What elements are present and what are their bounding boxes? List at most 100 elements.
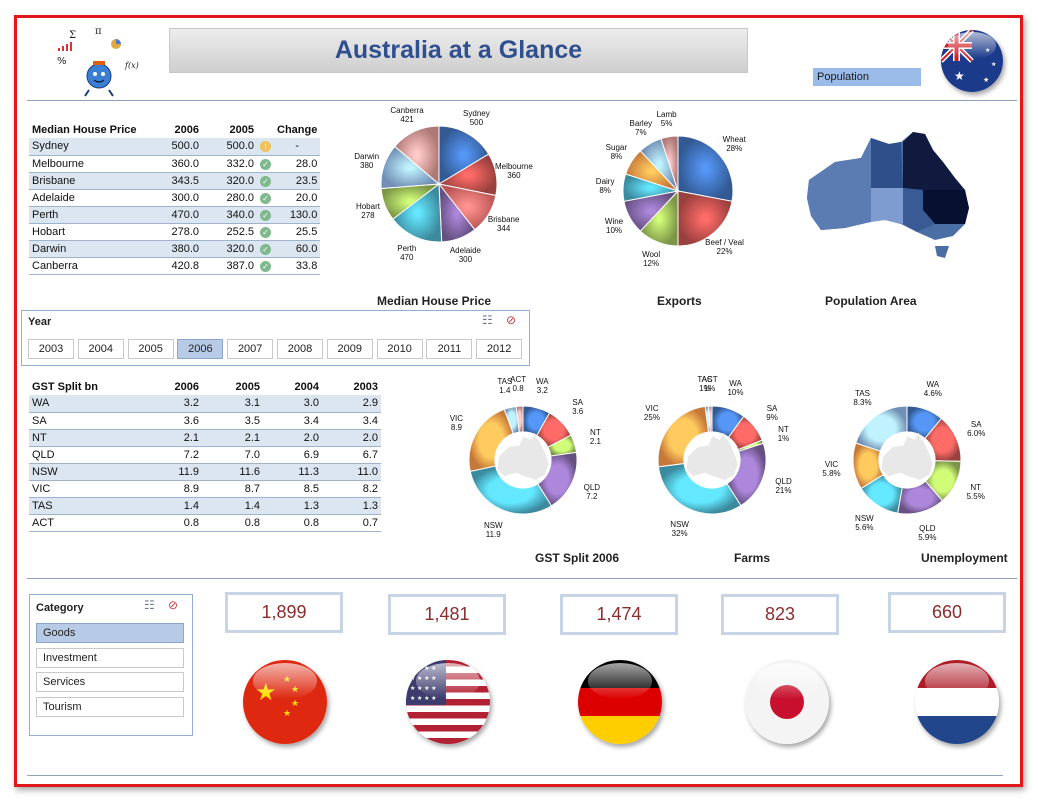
pie-label-category: NT bbox=[970, 483, 982, 493]
year-option-2012[interactable]: 2012 bbox=[476, 339, 523, 359]
year-option-2003[interactable]: 2003 bbox=[28, 339, 74, 359]
table-cell: 28.0 bbox=[274, 155, 321, 173]
pie-label-category: WA bbox=[729, 378, 742, 388]
table-row: VIC 8.9 8.7 8.5 8.2 bbox=[29, 480, 381, 498]
table-cell: 0.7 bbox=[322, 514, 381, 532]
pie-data-label: NSW 11.9 bbox=[468, 521, 518, 539]
pie-data-label: NT 5.5% bbox=[951, 483, 1001, 501]
pie-label-category: TAS bbox=[497, 377, 513, 387]
table-cell: 3.2 bbox=[147, 395, 202, 413]
pie-slice-act bbox=[708, 405, 713, 433]
pie-label-value: 8.3% bbox=[853, 398, 872, 408]
pie-label-value: 10% bbox=[727, 387, 744, 397]
table-cell: WA bbox=[29, 395, 147, 413]
table-cell: 7.2 bbox=[147, 446, 202, 464]
pie-label-category: TAS bbox=[697, 375, 713, 385]
year-option-2009[interactable]: 2009 bbox=[326, 339, 373, 359]
table-cell: 320.0 bbox=[202, 172, 257, 190]
multi-select-icon[interactable]: ☷ bbox=[482, 313, 493, 327]
pie-label-category: QLD bbox=[583, 483, 601, 493]
pie-label-value: 5.8% bbox=[822, 468, 841, 478]
table-cell: 3.1 bbox=[202, 395, 263, 413]
pie-label-category: Sydney bbox=[463, 108, 490, 118]
pie-label-category: Brisbane bbox=[487, 214, 520, 224]
table-cell: 1.3 bbox=[263, 497, 322, 515]
farms-donut-chart bbox=[657, 405, 767, 515]
house-price-table-wrap: Median House Price 2006 2005 Change Sydn… bbox=[29, 121, 321, 275]
kpi-china: 1,899 bbox=[225, 592, 343, 633]
year-option-2004[interactable]: 2004 bbox=[77, 339, 124, 359]
table-cell: Melbourne bbox=[29, 155, 147, 173]
pie-label-value: 5.6% bbox=[855, 522, 874, 532]
population-area-map bbox=[807, 132, 969, 258]
netherlands-flag-icon bbox=[915, 660, 999, 744]
clear-filter-icon[interactable]: ⊘ bbox=[168, 598, 179, 612]
pie-label-value: 1% bbox=[703, 384, 716, 394]
table-cell: Adelaide bbox=[29, 189, 147, 207]
table-cell: Sydney bbox=[29, 138, 147, 156]
svg-text:Σ: Σ bbox=[69, 30, 76, 41]
table-cell: 252.5 bbox=[202, 223, 257, 241]
year-option-2005[interactable]: 2005 bbox=[127, 339, 174, 359]
table-row: Darwin 380.0 320.0 ✓ 60.0 bbox=[29, 240, 321, 258]
table-cell: Darwin bbox=[29, 240, 147, 258]
category-option-goods[interactable]: Goods bbox=[36, 623, 184, 643]
australia-map-icon bbox=[880, 432, 934, 482]
pie-label-category: ACT bbox=[510, 375, 527, 385]
category-option-services[interactable]: Services bbox=[36, 672, 184, 692]
pie-data-label: VIC 25% bbox=[627, 404, 677, 422]
pie-label-category: Perth bbox=[397, 243, 417, 253]
pie-data-label: Perth 470 bbox=[382, 244, 432, 262]
category-option-tourism[interactable]: Tourism bbox=[36, 696, 184, 717]
table-cell: 500.0 bbox=[202, 138, 257, 156]
table-row: Melbourne 360.0 332.0 ✓ 28.0 bbox=[29, 155, 321, 173]
table-cell: 130.0 bbox=[274, 206, 321, 224]
pie-label-category: Adelaide bbox=[449, 246, 481, 256]
pie-data-label: NSW 32% bbox=[655, 520, 705, 538]
gst-col-header: 2005 bbox=[235, 380, 260, 393]
check-icon: ✓ bbox=[260, 192, 271, 204]
category-option-investment[interactable]: Investment bbox=[36, 647, 184, 668]
pie-label-category: Canberra bbox=[390, 106, 424, 116]
table-cell: 1.3 bbox=[322, 497, 381, 515]
population-selector[interactable]: Population bbox=[813, 68, 921, 86]
pie-label-value: 5% bbox=[660, 118, 673, 128]
year-option-2006[interactable]: 2006 bbox=[177, 339, 224, 359]
pie-data-label: QLD 21% bbox=[759, 477, 809, 495]
pie-data-label: NSW 5.6% bbox=[839, 514, 889, 532]
status-icon-cell: ✓ bbox=[257, 257, 274, 275]
year-option-2011[interactable]: 2011 bbox=[426, 339, 473, 359]
svg-text:f(x): f(x) bbox=[124, 61, 139, 70]
pie-data-label: Beef / Veal 22% bbox=[700, 238, 750, 256]
clear-filter-icon[interactable]: ⊘ bbox=[506, 313, 517, 327]
pie-label-category: Beef / Veal bbox=[705, 238, 744, 248]
pie-label-category: ACT bbox=[701, 375, 718, 385]
multi-select-icon[interactable]: ☷ bbox=[144, 598, 155, 612]
pie-data-label: QLD 7.2 bbox=[567, 483, 617, 501]
table-cell: 8.2 bbox=[322, 480, 381, 498]
pie-label-value: 380 bbox=[360, 160, 374, 170]
year-option-2007[interactable]: 2007 bbox=[227, 339, 274, 359]
pie-data-label: Sydney 500 bbox=[451, 109, 501, 127]
status-icon-cell: ✓ bbox=[257, 240, 274, 258]
table-cell: 340.0 bbox=[202, 206, 257, 224]
table-row: SA 3.6 3.5 3.4 3.4 bbox=[29, 412, 381, 430]
table-cell: 500.0 bbox=[147, 138, 202, 156]
year-option-2008[interactable]: 2008 bbox=[277, 339, 323, 359]
pie-slice-nsw bbox=[657, 462, 742, 515]
table-row: Brisbane 343.5 320.0 ✓ 23.5 bbox=[29, 172, 321, 190]
table-cell: 2.9 bbox=[322, 395, 381, 413]
chart-title-exports: Exports bbox=[657, 294, 702, 308]
pie-data-label: TAS 1.4 bbox=[480, 377, 530, 395]
table-cell: 11.9 bbox=[147, 463, 202, 481]
pie-data-label: Darwin 380 bbox=[342, 152, 392, 170]
pie-label-value: 3.2 bbox=[536, 386, 548, 396]
pie-label-value: 3.6 bbox=[572, 407, 584, 417]
gst-col-header: GST Split bn bbox=[32, 380, 98, 393]
house-price-table: Median House Price 2006 2005 Change Sydn… bbox=[29, 121, 321, 275]
footer-divider bbox=[27, 775, 1003, 776]
pie-label-value: 278 bbox=[361, 211, 375, 221]
svg-text:★: ★ bbox=[291, 698, 299, 708]
year-option-2010[interactable]: 2010 bbox=[376, 339, 423, 359]
table-row: QLD 7.2 7.0 6.9 6.7 bbox=[29, 446, 381, 464]
